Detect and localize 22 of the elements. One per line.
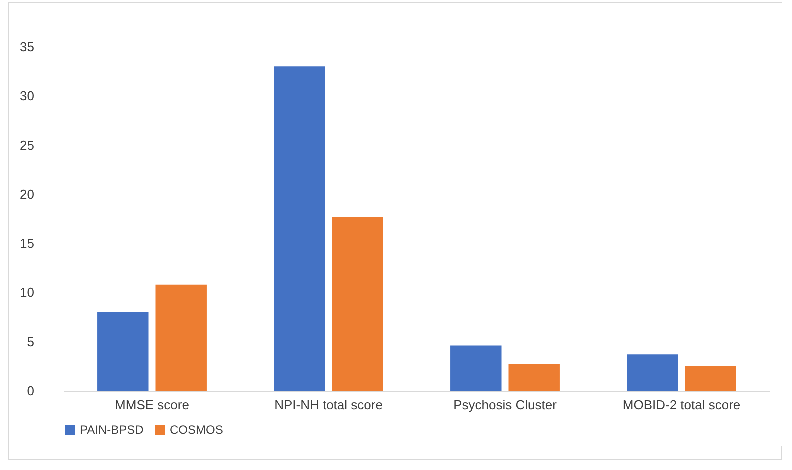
y-tick-label: 5 <box>27 334 34 350</box>
y-tick-label: 35 <box>20 40 34 54</box>
y-tick-label: 30 <box>20 88 34 104</box>
bar <box>450 346 502 391</box>
legend-label: COSMOS <box>170 423 224 437</box>
x-tick-label: MOBID-2 total score <box>622 398 741 412</box>
bar <box>274 66 326 391</box>
y-tick-label: 0 <box>27 384 34 398</box>
bar <box>685 366 736 391</box>
bar <box>627 354 678 391</box>
x-tick-label: MMSE score <box>115 398 190 412</box>
bar <box>332 217 384 391</box>
y-tick-label: 20 <box>20 186 34 202</box>
legend-label: PAIN-BPSD <box>80 423 144 437</box>
bar <box>98 312 149 391</box>
bar <box>508 364 560 391</box>
x-tick-label: NPI-NH total score <box>274 398 383 412</box>
y-tick-label: 10 <box>20 285 34 300</box>
y-tick-label: 25 <box>20 138 34 153</box>
bar <box>156 284 207 391</box>
y-tick-label: 15 <box>20 236 34 252</box>
x-tick-label: Psychosis Cluster <box>454 398 558 412</box>
